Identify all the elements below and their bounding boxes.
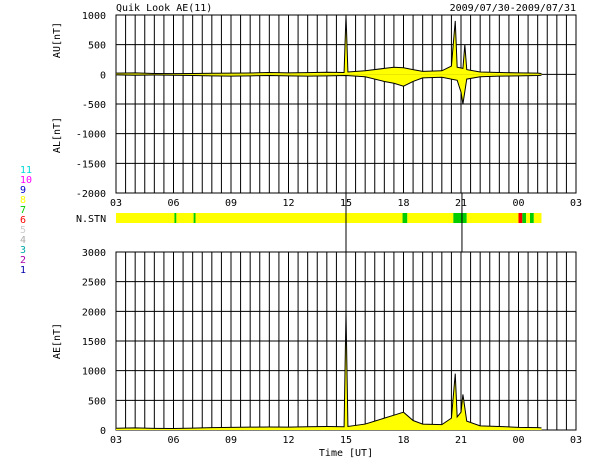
al-axis-label: AL[nT] — [52, 117, 63, 153]
legend-item-3: 3 — [20, 245, 26, 256]
station-segment — [533, 213, 542, 223]
station-segment — [116, 213, 175, 223]
au-al-xtick-label: 00 — [512, 198, 524, 209]
au-al-ytick-label: -500 — [82, 100, 106, 111]
ae-ytick-label: 0 — [100, 426, 106, 437]
legend-item-10: 10 — [20, 175, 32, 186]
legend-item-7: 7 — [20, 205, 26, 216]
legend-item-5: 5 — [20, 225, 26, 236]
station-segment — [176, 213, 194, 223]
ae-axis-label: AE[nT] — [52, 323, 63, 359]
au-al-xtick-label: 12 — [282, 198, 294, 209]
date-range: 2009/07/30-2009/07/31 — [450, 3, 576, 14]
plot-title: Quik Look AE(11) — [116, 3, 212, 14]
au-al-ytick-label: -2000 — [76, 189, 106, 200]
station-count-bar: N.STN — [76, 193, 542, 252]
au-al-xtick-label: 21 — [455, 198, 467, 209]
ae-xtick-label: 00 — [512, 435, 524, 446]
au-al-xtick-label: 18 — [397, 198, 409, 209]
legend-item-9: 9 — [20, 185, 26, 196]
station-segment — [195, 213, 403, 223]
au-al-ytick-label: -1000 — [76, 130, 106, 141]
ae-xtick-label: 12 — [282, 435, 294, 446]
station-segment — [174, 213, 177, 223]
station-segment — [193, 213, 196, 223]
station-segment — [518, 213, 523, 223]
au-al-ytick-label: -1500 — [76, 159, 106, 170]
ae-ytick-label: 3000 — [82, 248, 106, 259]
au-al-ytick-label: 0 — [100, 70, 106, 81]
station-segment — [522, 213, 527, 223]
au-axis-label: AU[nT] — [52, 22, 63, 58]
ae-ytick-label: 2000 — [82, 307, 106, 318]
ae-xtick-label: 06 — [167, 435, 179, 446]
au-al-xtick-label: 09 — [225, 198, 237, 209]
station-segment — [453, 213, 467, 223]
legend-item-1: 1 — [20, 265, 26, 276]
ae-xtick-label: 03 — [110, 435, 122, 446]
ae-ytick-label: 1500 — [82, 337, 106, 348]
ae-xtick-label: 15 — [340, 435, 352, 446]
ae-ytick-label: 1000 — [82, 367, 106, 378]
time-axis-label: Time [UT] — [319, 448, 373, 459]
station-bar-label: N.STN — [76, 214, 106, 225]
legend-item-6: 6 — [20, 215, 26, 226]
ae-panel: 3000 2500 2000 1500 1000 500 0 03 06 09 12 15 18 21 00… — [52, 248, 582, 459]
ae-xtick-label: 09 — [225, 435, 237, 446]
al-series-fill — [116, 74, 542, 104]
au-al-xtick-label: 03 — [570, 198, 582, 209]
station-segment — [402, 213, 408, 223]
ae-ytick-label: 2500 — [82, 278, 106, 289]
legend-item-8: 8 — [20, 195, 26, 206]
ae-xtick-label: 03 — [570, 435, 582, 446]
al-series-line — [115, 74, 542, 105]
au-al-xtick-label: 06 — [167, 198, 179, 209]
station-segment — [530, 213, 534, 223]
au-series-line — [115, 14, 542, 75]
station-segment — [407, 213, 454, 223]
au-al-ytick-label: 500 — [88, 41, 106, 52]
ae-xtick-label: 21 — [455, 435, 467, 446]
ae-ytick-label: 500 — [88, 396, 106, 407]
ae-xtick-label: 18 — [397, 435, 409, 446]
au-al-ytick-label: 1000 — [82, 11, 106, 22]
station-segment — [526, 213, 530, 223]
legend-item-11: 11 — [20, 165, 32, 176]
au-al-xtick-label: 03 — [110, 198, 122, 209]
legend-item-4: 4 — [20, 235, 26, 246]
ae-series-line — [115, 311, 542, 430]
legend-item-2: 2 — [20, 255, 26, 266]
station-segment — [466, 213, 519, 223]
